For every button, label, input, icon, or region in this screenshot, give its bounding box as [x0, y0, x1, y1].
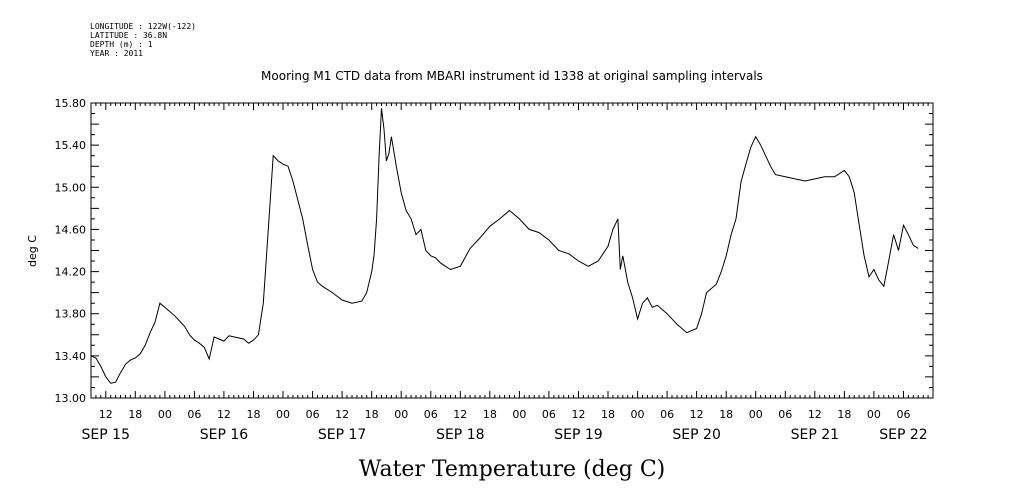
x-hour-tick-label: 00 — [631, 408, 645, 421]
x-hour-tick-label: 12 — [571, 408, 585, 421]
x-hour-tick-label: 00 — [867, 408, 881, 421]
x-day-label: SEP 22 — [879, 427, 927, 443]
x-hour-tick-label: 06 — [542, 408, 556, 421]
x-hour-tick-label: 12 — [453, 408, 467, 421]
x-hour-tick-label: 18 — [837, 408, 851, 421]
y-tick-marks — [91, 102, 933, 399]
x-tick-marks — [90, 103, 934, 398]
metadata-block: LONGITUDE : 122W(-122) LATITUDE : 36.8N … — [90, 22, 196, 58]
y-tick-label: 15.40 — [55, 139, 87, 152]
x-hour-tick-label: 12 — [217, 408, 231, 421]
x-day-label: SEP 20 — [672, 427, 720, 443]
x-hour-tick-label: 12 — [690, 408, 704, 421]
x-hour-tick-label: 06 — [896, 408, 910, 421]
x-hour-tick-label: 06 — [660, 408, 674, 421]
series-line-water-temperature — [90, 108, 919, 384]
x-day-label: SEP 19 — [554, 427, 602, 443]
x-hour-tick-label: 00 — [512, 408, 526, 421]
x-hour-tick-label: 00 — [749, 408, 763, 421]
chart-title: Mooring M1 CTD data from MBARI instrumen… — [261, 69, 763, 83]
x-hour-tick-label: 00 — [276, 408, 290, 421]
x-hour-tick-label: 06 — [306, 408, 320, 421]
y-tick-label: 13.40 — [55, 350, 87, 363]
y-tick-label: 15.00 — [55, 181, 87, 194]
y-axis-label: deg C — [26, 235, 39, 267]
x-hour-tick-label: 06 — [424, 408, 438, 421]
y-tick-label: 15.80 — [55, 97, 87, 110]
metadata-year: YEAR : 2011 — [90, 49, 143, 58]
x-hour-tick-label: 18 — [128, 408, 142, 421]
metadata-longitude: LONGITUDE : 122W(-122) — [90, 22, 196, 31]
y-tick-label: 13.80 — [55, 308, 87, 321]
metadata-depth: DEPTH (m) : 1 — [90, 40, 153, 49]
x-hour-tick-label: 06 — [778, 408, 792, 421]
x-hour-tick-label: 12 — [335, 408, 349, 421]
x-hour-tick-label: 18 — [365, 408, 379, 421]
x-hour-tick-label: 06 — [187, 408, 201, 421]
metadata-latitude: LATITUDE : 36.8N — [90, 31, 167, 40]
x-hour-tick-label: 12 — [808, 408, 822, 421]
x-hour-tick-label: 12 — [99, 408, 113, 421]
x-hour-tick-label: 18 — [601, 408, 615, 421]
x-day-label: SEP 15 — [82, 427, 130, 443]
y-tick-label: 14.20 — [55, 266, 87, 279]
tick-marks — [90, 102, 934, 399]
y-tick-label: 14.60 — [55, 223, 87, 236]
x-day-labels: SEP 15 SEP 16 SEP 17 SEP 18 SEP 19 SEP 20 SEP … — [82, 427, 928, 443]
x-axis-label: Water Temperature (deg C) — [359, 457, 666, 482]
x-day-label: SEP 21 — [791, 427, 839, 443]
plot-frame — [90, 102, 934, 399]
x-day-label: SEP 17 — [318, 427, 366, 443]
x-day-label: SEP 18 — [436, 427, 484, 443]
x-hour-tick-label: 00 — [158, 408, 172, 421]
x-hour-tick-label: 18 — [719, 408, 733, 421]
x-hour-tick-label: 18 — [483, 408, 497, 421]
axes — [90, 102, 934, 399]
y-tick-labels: 13.00 13.40 13.80 14.20 14.60 15.00 15.40 15.80 — [55, 97, 87, 405]
x-day-label: SEP 16 — [200, 427, 249, 443]
x-hour-tick-labels: 12 18 00 06 12 18 00 06 12 18 00 06 12 18 00 06 12 18 00 06… — [99, 408, 911, 421]
x-hour-tick-label: 18 — [246, 408, 260, 421]
x-hour-tick-label: 00 — [394, 408, 408, 421]
y-tick-label: 13.00 — [55, 392, 87, 405]
series-group — [90, 108, 919, 384]
